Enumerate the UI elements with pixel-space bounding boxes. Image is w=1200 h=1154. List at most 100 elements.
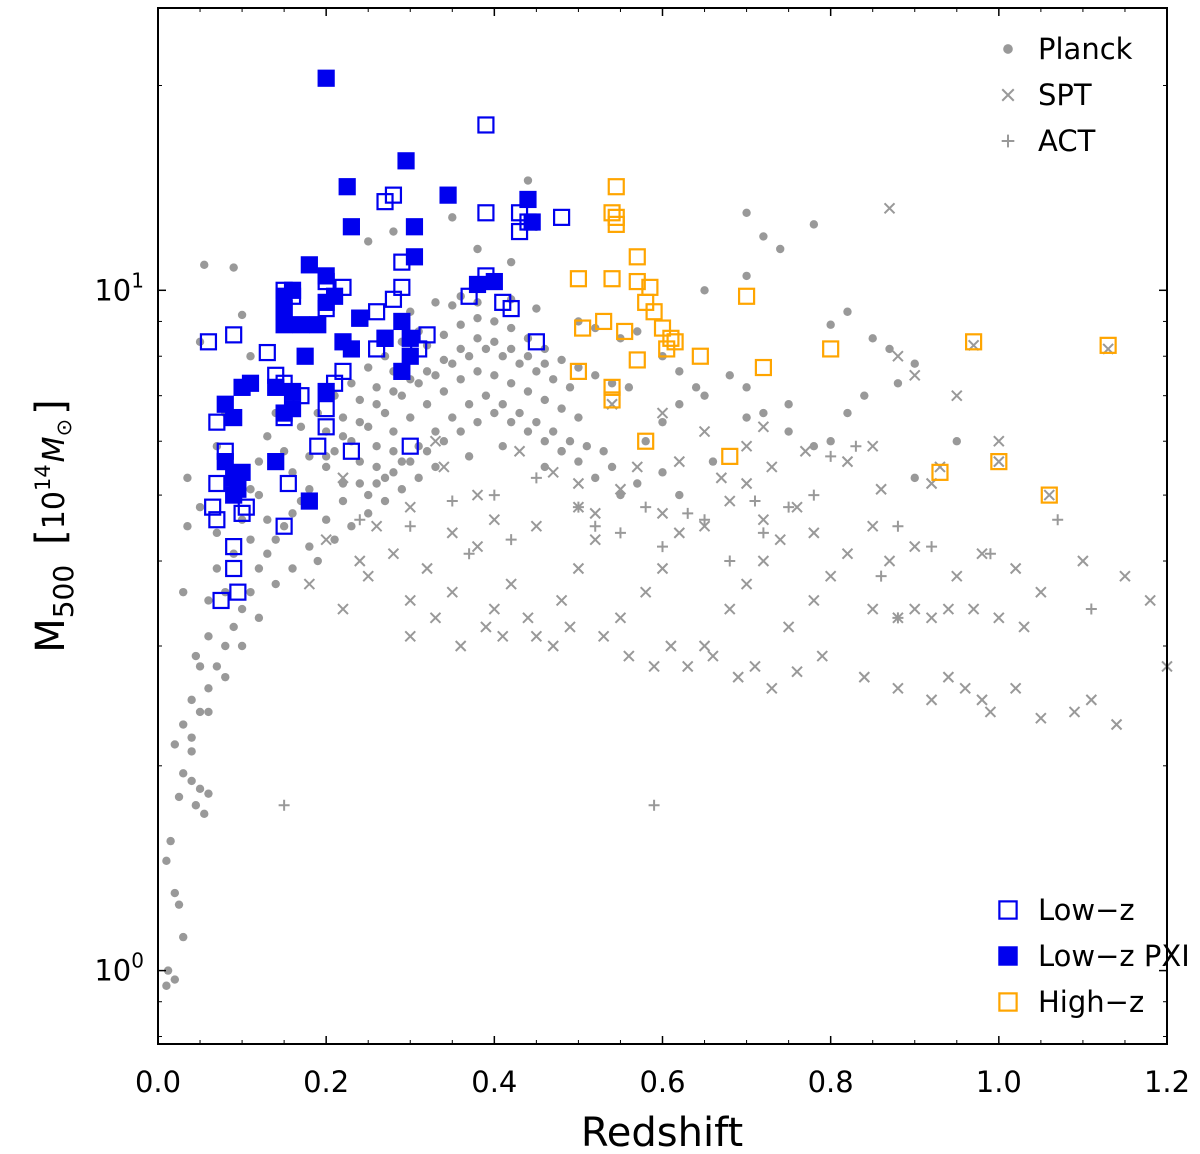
data-point	[342, 340, 360, 358]
data-point	[1077, 555, 1089, 567]
data-point	[628, 272, 646, 291]
data-point	[656, 507, 669, 520]
data-point	[225, 408, 243, 427]
data-point	[204, 789, 213, 798]
y-axis-title-bracket-open: [	[28, 529, 74, 545]
data-point	[934, 461, 946, 473]
data-point	[372, 400, 381, 409]
data-point	[271, 579, 280, 589]
data-point	[254, 457, 264, 466]
data-point	[909, 369, 921, 382]
data-point	[523, 352, 533, 361]
data-point	[759, 408, 768, 418]
data-point	[431, 462, 440, 472]
data-point	[740, 440, 753, 452]
data-point	[389, 427, 398, 436]
data-point	[825, 450, 837, 462]
data-point	[640, 501, 652, 513]
data-point	[574, 319, 592, 337]
x-tick-label: 0.0	[135, 1065, 181, 1099]
y-axis-title: M500[1014M⊙]	[28, 399, 80, 653]
y-axis-title-exponent: 14	[31, 464, 55, 491]
data-point	[965, 333, 983, 351]
data-point	[633, 327, 642, 336]
data-point	[572, 501, 584, 513]
data-point	[212, 591, 230, 610]
y-axis-title-unit-subscript: ⊙	[52, 419, 76, 437]
data-point	[532, 417, 541, 427]
data-point	[841, 548, 854, 560]
y-tick-label-exponent: 1	[131, 268, 144, 292]
data-point	[422, 367, 432, 376]
y-tick-label: 100	[94, 949, 144, 988]
data-point	[757, 514, 770, 526]
data-point	[497, 630, 509, 643]
data-point	[397, 457, 407, 466]
series-low-z pxi	[216, 69, 541, 510]
data-point	[547, 466, 559, 479]
data-point	[179, 587, 188, 597]
data-point	[370, 520, 383, 532]
plot-frame	[157, 7, 1168, 1045]
data-point	[826, 320, 835, 329]
legend-label: High−z	[1038, 985, 1144, 1019]
data-point	[275, 316, 293, 334]
data-point	[200, 260, 209, 270]
data-point	[187, 776, 196, 786]
data-point	[623, 650, 635, 662]
data-point	[599, 447, 608, 456]
data-point	[656, 562, 669, 575]
data-point	[233, 463, 251, 481]
data-point	[477, 204, 495, 222]
data-point	[481, 344, 491, 354]
data-point	[675, 490, 684, 500]
data-point	[782, 621, 795, 633]
series-high-z	[569, 178, 1117, 504]
data-point	[225, 486, 243, 504]
data-point	[715, 472, 728, 484]
data-point	[372, 479, 381, 488]
data-point	[438, 461, 450, 473]
data-point	[368, 303, 386, 321]
data-point	[263, 549, 272, 558]
data-point	[591, 473, 600, 483]
data-point	[791, 501, 803, 513]
data-point	[721, 447, 739, 465]
data-point	[174, 792, 184, 802]
legend-surveys: Planck SPT ACT	[1001, 32, 1133, 158]
data-point	[757, 527, 769, 539]
data-point	[597, 630, 610, 643]
data-point	[691, 383, 701, 392]
data-point	[1085, 603, 1097, 615]
data-point	[364, 363, 373, 372]
data-point	[656, 407, 669, 419]
data-point	[439, 186, 457, 204]
data-point	[229, 583, 247, 601]
data-point	[784, 400, 793, 409]
data-point	[397, 152, 415, 170]
data-point	[951, 570, 963, 582]
data-point	[637, 432, 655, 450]
data-point	[749, 660, 761, 673]
data-point	[279, 522, 289, 531]
data-point	[418, 326, 436, 344]
data-point	[875, 483, 887, 495]
data-point	[759, 232, 768, 241]
data-point	[883, 555, 896, 567]
data-point	[187, 695, 196, 705]
data-point	[195, 784, 205, 794]
data-point	[809, 441, 819, 451]
data-point	[925, 612, 938, 624]
data-point	[278, 799, 290, 811]
data-point	[892, 520, 904, 532]
data-point	[338, 178, 356, 196]
data-point	[799, 445, 812, 457]
data-point	[446, 495, 458, 507]
data-point	[488, 489, 500, 501]
data-point	[439, 330, 449, 340]
data-point	[439, 387, 449, 396]
data-point	[183, 473, 192, 483]
data-point	[850, 440, 862, 452]
data-point	[317, 382, 335, 401]
data-point	[422, 447, 432, 456]
